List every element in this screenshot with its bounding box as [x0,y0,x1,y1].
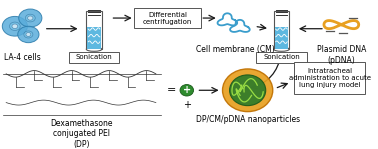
Ellipse shape [24,31,33,38]
Text: +: + [183,100,191,110]
Ellipse shape [2,16,28,36]
Ellipse shape [86,47,102,51]
Bar [275,27,288,49]
Ellipse shape [12,24,18,28]
Text: DP/CM/pDNA nanoparticles: DP/CM/pDNA nanoparticles [195,115,300,124]
Text: Plasmid DNA
(pDNA): Plasmid DNA (pDNA) [317,45,366,65]
Ellipse shape [28,16,33,20]
Text: Differential
centrifugation: Differential centrifugation [143,12,192,25]
Text: +: + [183,85,191,95]
Ellipse shape [19,9,42,27]
Text: LA-4 cells: LA-4 cells [4,53,41,62]
FancyBboxPatch shape [256,52,307,63]
Ellipse shape [26,33,31,36]
FancyBboxPatch shape [69,52,119,63]
Circle shape [229,75,266,106]
Text: Sonication: Sonication [263,54,300,60]
Ellipse shape [274,47,289,51]
Circle shape [223,69,273,112]
Bar [87,27,101,49]
Text: Dexamethasone
conjugated PEI
(DP): Dexamethasone conjugated PEI (DP) [50,119,113,149]
Circle shape [180,84,194,96]
Bar [86,11,102,49]
Text: Cell membrane (CM): Cell membrane (CM) [196,45,274,54]
Ellipse shape [18,26,39,43]
FancyBboxPatch shape [294,62,366,94]
FancyBboxPatch shape [134,8,201,28]
Text: =: = [167,85,176,95]
Bar [274,11,289,49]
Ellipse shape [9,22,20,30]
Text: Intratracheal
administration to acute
lung injury model: Intratracheal administration to acute lu… [289,68,371,88]
Ellipse shape [25,14,35,22]
Text: Sonication: Sonication [76,54,112,60]
